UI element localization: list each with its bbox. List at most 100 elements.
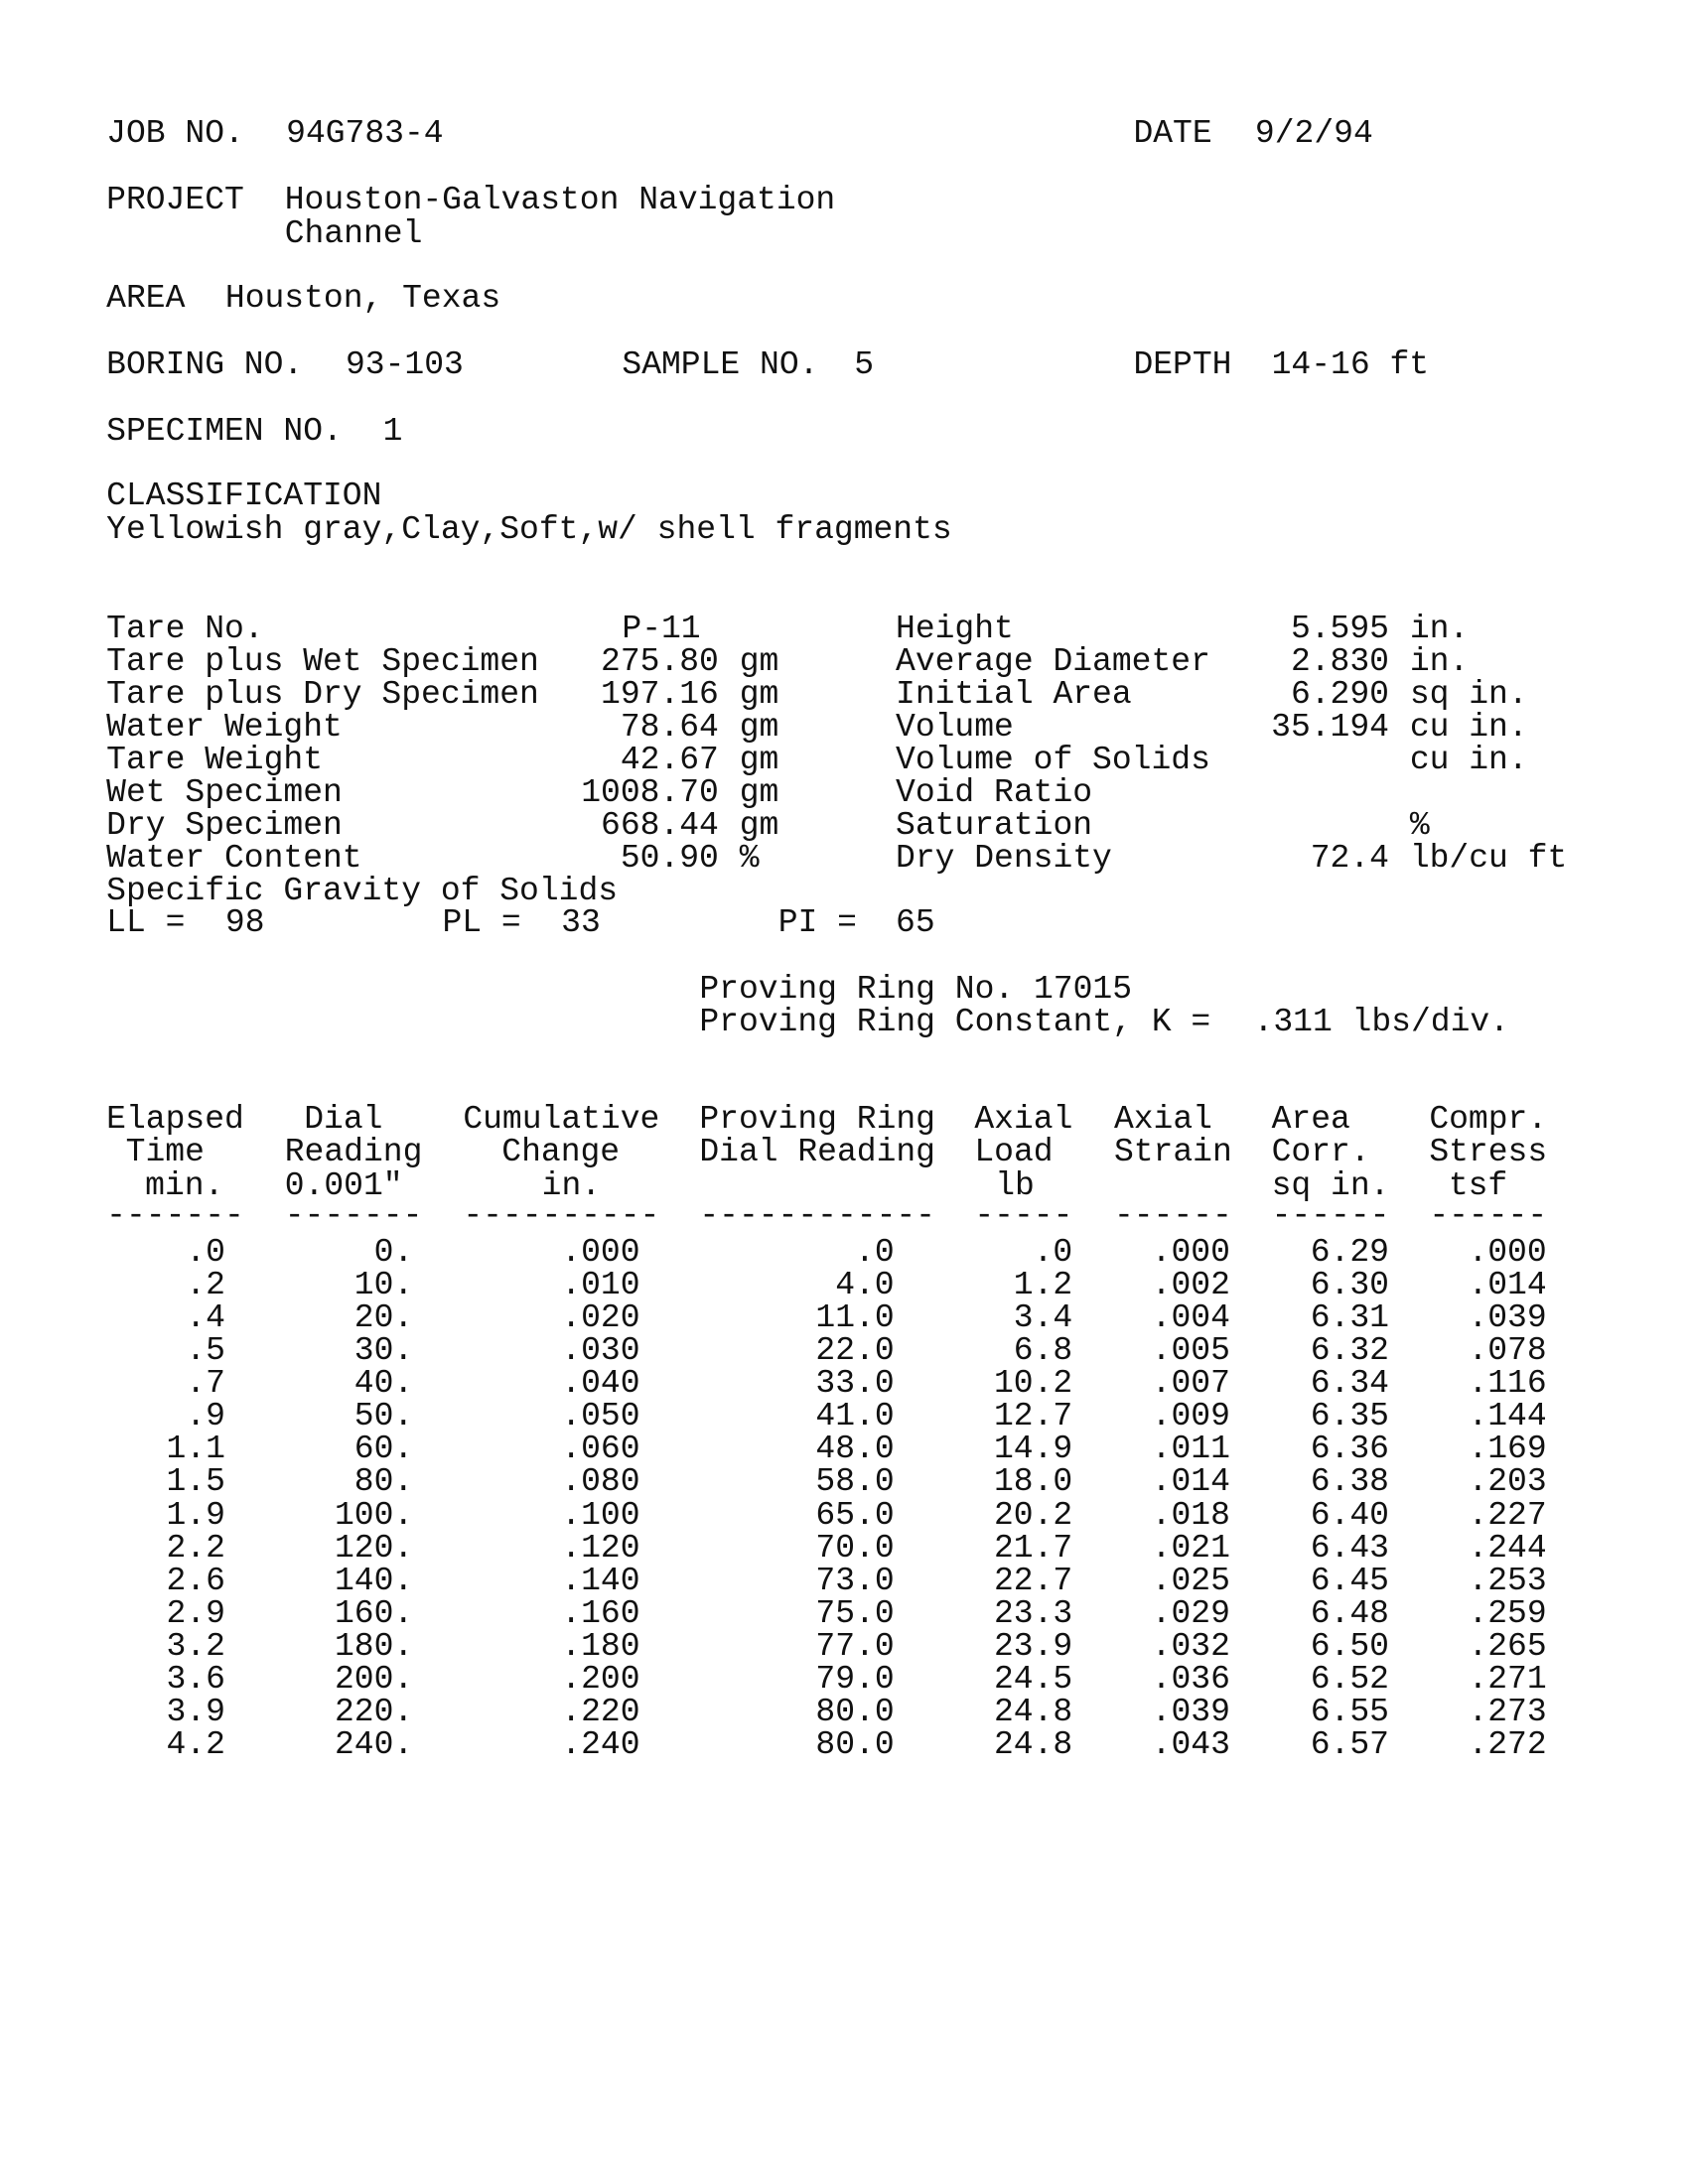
table-cell: .9 xyxy=(186,1398,225,1435)
table-cell: .018 xyxy=(1151,1496,1230,1534)
column-header: Stress xyxy=(1429,1134,1548,1171)
table-cell: 23.3 xyxy=(993,1594,1073,1632)
table-cell: 80.0 xyxy=(815,1726,895,1764)
property-label: Tare No. xyxy=(106,610,264,647)
column-header: Area xyxy=(1271,1100,1350,1138)
column-separator: ------ xyxy=(1429,1197,1548,1235)
table-cell: 6.43 xyxy=(1310,1529,1389,1567)
classification: Yellowish gray,Clay,Soft,w/ shell fragme… xyxy=(106,510,952,548)
table-cell: 100. xyxy=(335,1496,414,1534)
project-line2: Channel xyxy=(284,214,423,252)
table-cell: .160 xyxy=(561,1594,640,1632)
proving-ring-constant: .311 lbs/div. xyxy=(1253,1004,1509,1041)
property-unit: gm xyxy=(739,741,779,778)
table-cell: 6.52 xyxy=(1310,1661,1389,1699)
table-cell: 6.40 xyxy=(1310,1496,1389,1534)
property-value: 6.290 xyxy=(1290,675,1389,713)
column-header: tsf xyxy=(1448,1166,1508,1204)
table-cell: 48.0 xyxy=(815,1431,895,1468)
table-cell: 75.0 xyxy=(815,1594,895,1632)
table-cell: .025 xyxy=(1151,1562,1230,1599)
table-cell: .060 xyxy=(561,1431,640,1468)
table-cell: 80.0 xyxy=(815,1694,895,1731)
table-cell: 0. xyxy=(373,1233,414,1271)
property-value: 50.90 xyxy=(620,840,719,878)
table-cell: 80. xyxy=(353,1463,414,1501)
table-cell: 79.0 xyxy=(815,1661,895,1699)
property-value: 42.67 xyxy=(620,741,719,778)
table-cell: 6.29 xyxy=(1310,1233,1389,1271)
table-cell: .244 xyxy=(1468,1529,1547,1567)
property-value: 2.830 xyxy=(1290,642,1389,680)
table-cell: 4.0 xyxy=(835,1266,895,1303)
pi-label: PI = xyxy=(777,904,857,942)
specimen-label: SPECIMEN NO. xyxy=(106,412,343,450)
column-separator: ----- xyxy=(974,1197,1073,1235)
property-value: 5.595 xyxy=(1290,610,1389,647)
table-cell: .000 xyxy=(1151,1233,1230,1271)
property-unit: % xyxy=(1409,807,1430,845)
table-cell: .253 xyxy=(1468,1562,1547,1599)
column-separator: ------ xyxy=(1113,1197,1232,1235)
column-header: Axial xyxy=(1113,1100,1212,1138)
column-header: Dial xyxy=(304,1100,383,1138)
table-cell: 21.7 xyxy=(993,1529,1073,1567)
table-cell: 24.8 xyxy=(993,1694,1073,1731)
pl-label: PL = xyxy=(442,904,521,942)
date: 9/2/94 xyxy=(1254,115,1373,153)
ll-value: 98 xyxy=(224,904,265,942)
property-value: 275.80 xyxy=(601,642,719,680)
property-value: 78.64 xyxy=(620,708,719,746)
proving-ring-constant-label: Proving Ring Constant, K = xyxy=(699,1004,1211,1041)
table-cell: .227 xyxy=(1468,1496,1547,1534)
table-cell: 10.2 xyxy=(993,1365,1073,1403)
property-unit: gm xyxy=(739,774,779,812)
pl-value: 33 xyxy=(561,904,601,942)
table-cell: 6.32 xyxy=(1310,1331,1389,1369)
column-header: sq in. xyxy=(1271,1166,1390,1204)
table-cell: 22.0 xyxy=(815,1331,895,1369)
table-cell: 180. xyxy=(335,1628,414,1666)
table-cell: .014 xyxy=(1151,1463,1230,1501)
depth-label: DEPTH xyxy=(1133,345,1232,383)
table-cell: 24.5 xyxy=(993,1661,1073,1699)
column-separator: ---------- xyxy=(463,1197,660,1235)
table-cell: .040 xyxy=(561,1365,640,1403)
area-label: AREA xyxy=(106,280,186,318)
table-cell: .039 xyxy=(1151,1694,1230,1731)
column-header: in. xyxy=(541,1166,602,1204)
table-cell: 50. xyxy=(353,1398,414,1435)
property-label: Height xyxy=(896,610,1014,647)
property-unit: % xyxy=(739,840,760,878)
table-cell: .2 xyxy=(186,1266,225,1303)
table-cell: .265 xyxy=(1468,1628,1547,1666)
table-cell: .000 xyxy=(561,1233,640,1271)
property-label: Volume of Solids xyxy=(896,741,1210,778)
job-no: 94G783-4 xyxy=(286,115,444,153)
specimen-no: 1 xyxy=(382,412,403,450)
table-cell: 20. xyxy=(353,1298,414,1336)
table-cell: 60. xyxy=(353,1431,414,1468)
table-cell: 33.0 xyxy=(815,1365,895,1403)
table-cell: 2.6 xyxy=(166,1562,225,1599)
classification-label: CLASSIFICATION xyxy=(106,478,382,515)
property-unit: cu in. xyxy=(1409,741,1528,778)
table-cell: .078 xyxy=(1468,1331,1547,1369)
sample-no: 5 xyxy=(854,345,875,383)
table-cell: .050 xyxy=(561,1398,640,1435)
table-cell: .140 xyxy=(561,1562,640,1599)
boring-label: BORING NO. xyxy=(106,345,304,383)
property-label: Dry Density xyxy=(896,840,1112,878)
table-cell: .011 xyxy=(1151,1431,1230,1468)
table-cell: .029 xyxy=(1151,1594,1230,1632)
property-label: Tare plus Dry Specimen xyxy=(106,675,539,713)
table-cell: 23.9 xyxy=(993,1628,1073,1666)
table-cell: 41.0 xyxy=(815,1398,895,1435)
property-unit: in. xyxy=(1409,642,1470,680)
property-label: Average Diameter xyxy=(896,642,1210,680)
table-cell: .0 xyxy=(855,1233,895,1271)
column-header: Corr. xyxy=(1271,1134,1370,1171)
project-label: PROJECT xyxy=(106,182,244,219)
column-separator: ------------ xyxy=(699,1197,935,1235)
property-label: Void Ratio xyxy=(896,774,1093,812)
